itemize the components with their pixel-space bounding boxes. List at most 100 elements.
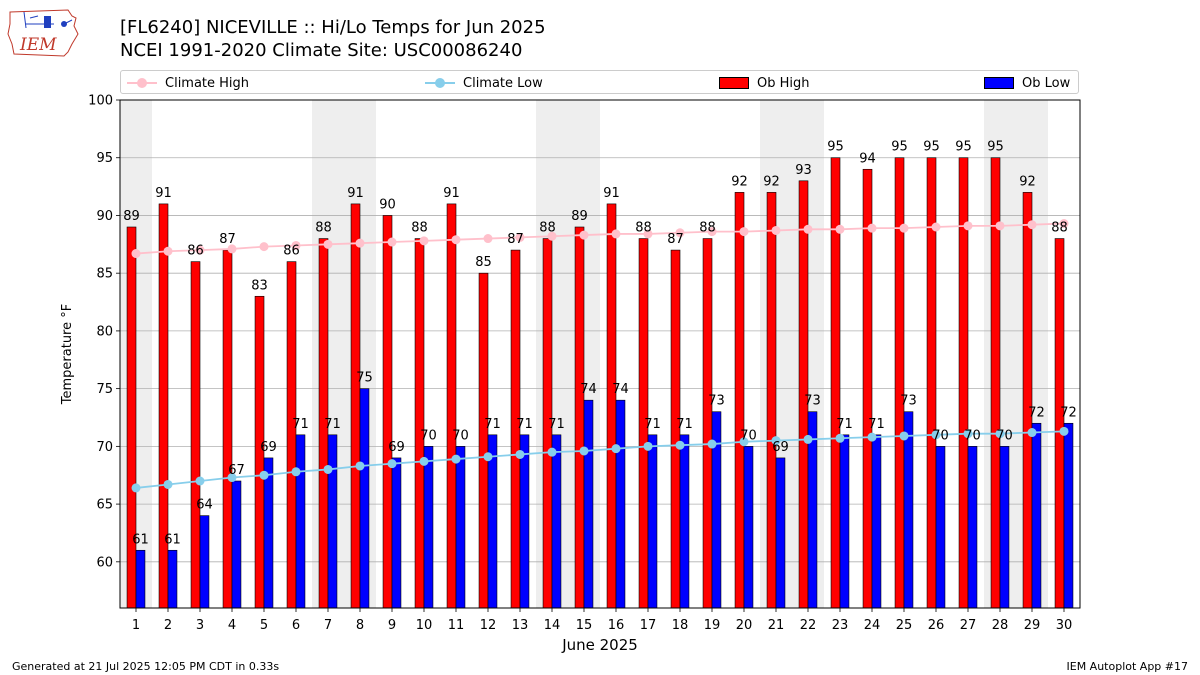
ob-high-bar <box>734 192 745 609</box>
climate-low-point <box>835 433 845 443</box>
ob-low-bar <box>551 434 562 609</box>
chart-legend: Climate High Climate Low Ob High Ob Low <box>120 70 1079 94</box>
climate-high-point <box>835 224 845 234</box>
ob-low-bar <box>391 457 402 609</box>
ob-high-label: 87 <box>219 232 236 247</box>
ob-high-bar <box>382 215 393 609</box>
x-tick-label: 14 <box>544 618 561 633</box>
ob-low-label: 74 <box>580 382 597 397</box>
climate-low-point <box>163 479 173 489</box>
x-tick-label: 8 <box>356 618 364 633</box>
ob-low-bar <box>455 446 466 609</box>
legend-item-ob-low: Ob Low <box>984 74 1070 92</box>
climate-high-point <box>675 228 685 238</box>
climate-low-marker-icon <box>425 75 455 91</box>
legend-item-climate-high: Climate High <box>127 74 249 92</box>
x-tick-label: 25 <box>896 618 913 633</box>
y-tick-label: 65 <box>96 498 113 513</box>
iem-logo: IEM <box>6 4 82 60</box>
climate-high-point <box>451 235 461 245</box>
ob-high-label: 95 <box>827 140 844 155</box>
climate-low-point <box>291 467 301 477</box>
ob-high-bar <box>862 168 873 609</box>
ob-high-label: 87 <box>507 232 524 247</box>
x-tick-label: 23 <box>832 618 849 633</box>
ob-high-bar <box>1054 238 1065 609</box>
climate-low-point <box>483 452 493 462</box>
plot-frame <box>119 99 1081 609</box>
chart-title: [FL6240] NICEVILLE :: Hi/Lo Temps for Ju… <box>120 17 546 38</box>
x-tick-label: 20 <box>736 618 753 633</box>
ob-high-label: 83 <box>251 278 268 293</box>
ob-low-bar <box>295 434 306 609</box>
climate-high-point <box>131 249 141 259</box>
legend-item-climate-low: Climate Low <box>425 74 543 92</box>
ob-high-label: 91 <box>155 186 172 201</box>
climate-high-point <box>515 232 525 242</box>
ob-low-bar <box>839 434 850 609</box>
legend-label-climate-low: Climate Low <box>463 75 543 91</box>
climate-low-point <box>355 461 365 471</box>
ob-low-label: 61 <box>132 532 149 547</box>
ob-low-bar <box>1063 422 1074 609</box>
climate-low-point <box>227 473 237 483</box>
ob-high-label: 94 <box>859 151 876 166</box>
x-tick-label: 4 <box>228 618 236 633</box>
ob-high-label: 89 <box>571 209 588 224</box>
ob-low-label: 71 <box>324 417 341 432</box>
climate-high-point <box>227 244 237 254</box>
ob-high-label: 95 <box>987 140 1004 155</box>
ob-high-label: 90 <box>379 197 396 212</box>
ob-high-bar <box>414 238 425 609</box>
ob-low-bar <box>199 515 210 609</box>
y-tick-label: 85 <box>96 267 113 282</box>
ob-high-label: 86 <box>283 244 300 259</box>
ob-low-label: 70 <box>420 428 437 443</box>
ob-low-label: 72 <box>1060 405 1077 420</box>
ob-high-bar <box>606 203 617 609</box>
ob-high-swatch-icon <box>719 77 749 89</box>
y-tick-label: 75 <box>96 382 113 397</box>
ob-high-label: 91 <box>443 186 460 201</box>
x-tick-label: 29 <box>1024 618 1041 633</box>
ob-high-bar <box>158 203 169 609</box>
ob-high-bar <box>126 226 137 609</box>
ob-low-label: 73 <box>804 394 821 409</box>
climate-low-point <box>195 476 205 486</box>
climate-high-point <box>259 242 269 252</box>
ob-high-bar <box>1022 192 1033 609</box>
ob-low-label: 69 <box>388 440 405 455</box>
ob-low-bar <box>647 434 658 609</box>
climate-low-point <box>547 447 557 457</box>
climate-high-point <box>1059 219 1069 229</box>
climate-high-point <box>579 230 589 240</box>
ob-high-bar <box>446 203 457 609</box>
climate-low-point <box>323 464 333 474</box>
ob-low-bar <box>935 446 946 609</box>
x-tick-label: 27 <box>960 618 977 633</box>
climate-high-point <box>803 224 813 234</box>
x-tick-label: 24 <box>864 618 881 633</box>
climate-low-line <box>135 430 1065 489</box>
climate-high-point <box>867 223 877 233</box>
climate-low-point <box>643 441 653 451</box>
ob-high-label: 88 <box>1051 221 1068 236</box>
climate-high-point <box>963 221 973 231</box>
ob-high-label: 92 <box>1019 174 1036 189</box>
y-tick-label: 70 <box>96 440 113 455</box>
ob-high-label: 91 <box>347 186 364 201</box>
x-tick-label: 10 <box>416 618 433 633</box>
ob-low-label: 75 <box>356 371 373 386</box>
legend-label-ob-high: Ob High <box>757 75 810 91</box>
ob-low-bar <box>967 446 978 609</box>
ob-high-bar <box>702 238 713 609</box>
ob-low-label: 73 <box>900 394 917 409</box>
ob-low-label: 69 <box>772 440 789 455</box>
ob-high-label: 91 <box>603 186 620 201</box>
x-tick-label: 11 <box>448 618 465 633</box>
ob-high-bar <box>222 249 233 609</box>
ob-high-label: 88 <box>699 221 716 236</box>
ob-high-bar <box>350 203 361 609</box>
legend-label-ob-low: Ob Low <box>1022 75 1071 91</box>
ob-low-bar <box>423 446 434 609</box>
